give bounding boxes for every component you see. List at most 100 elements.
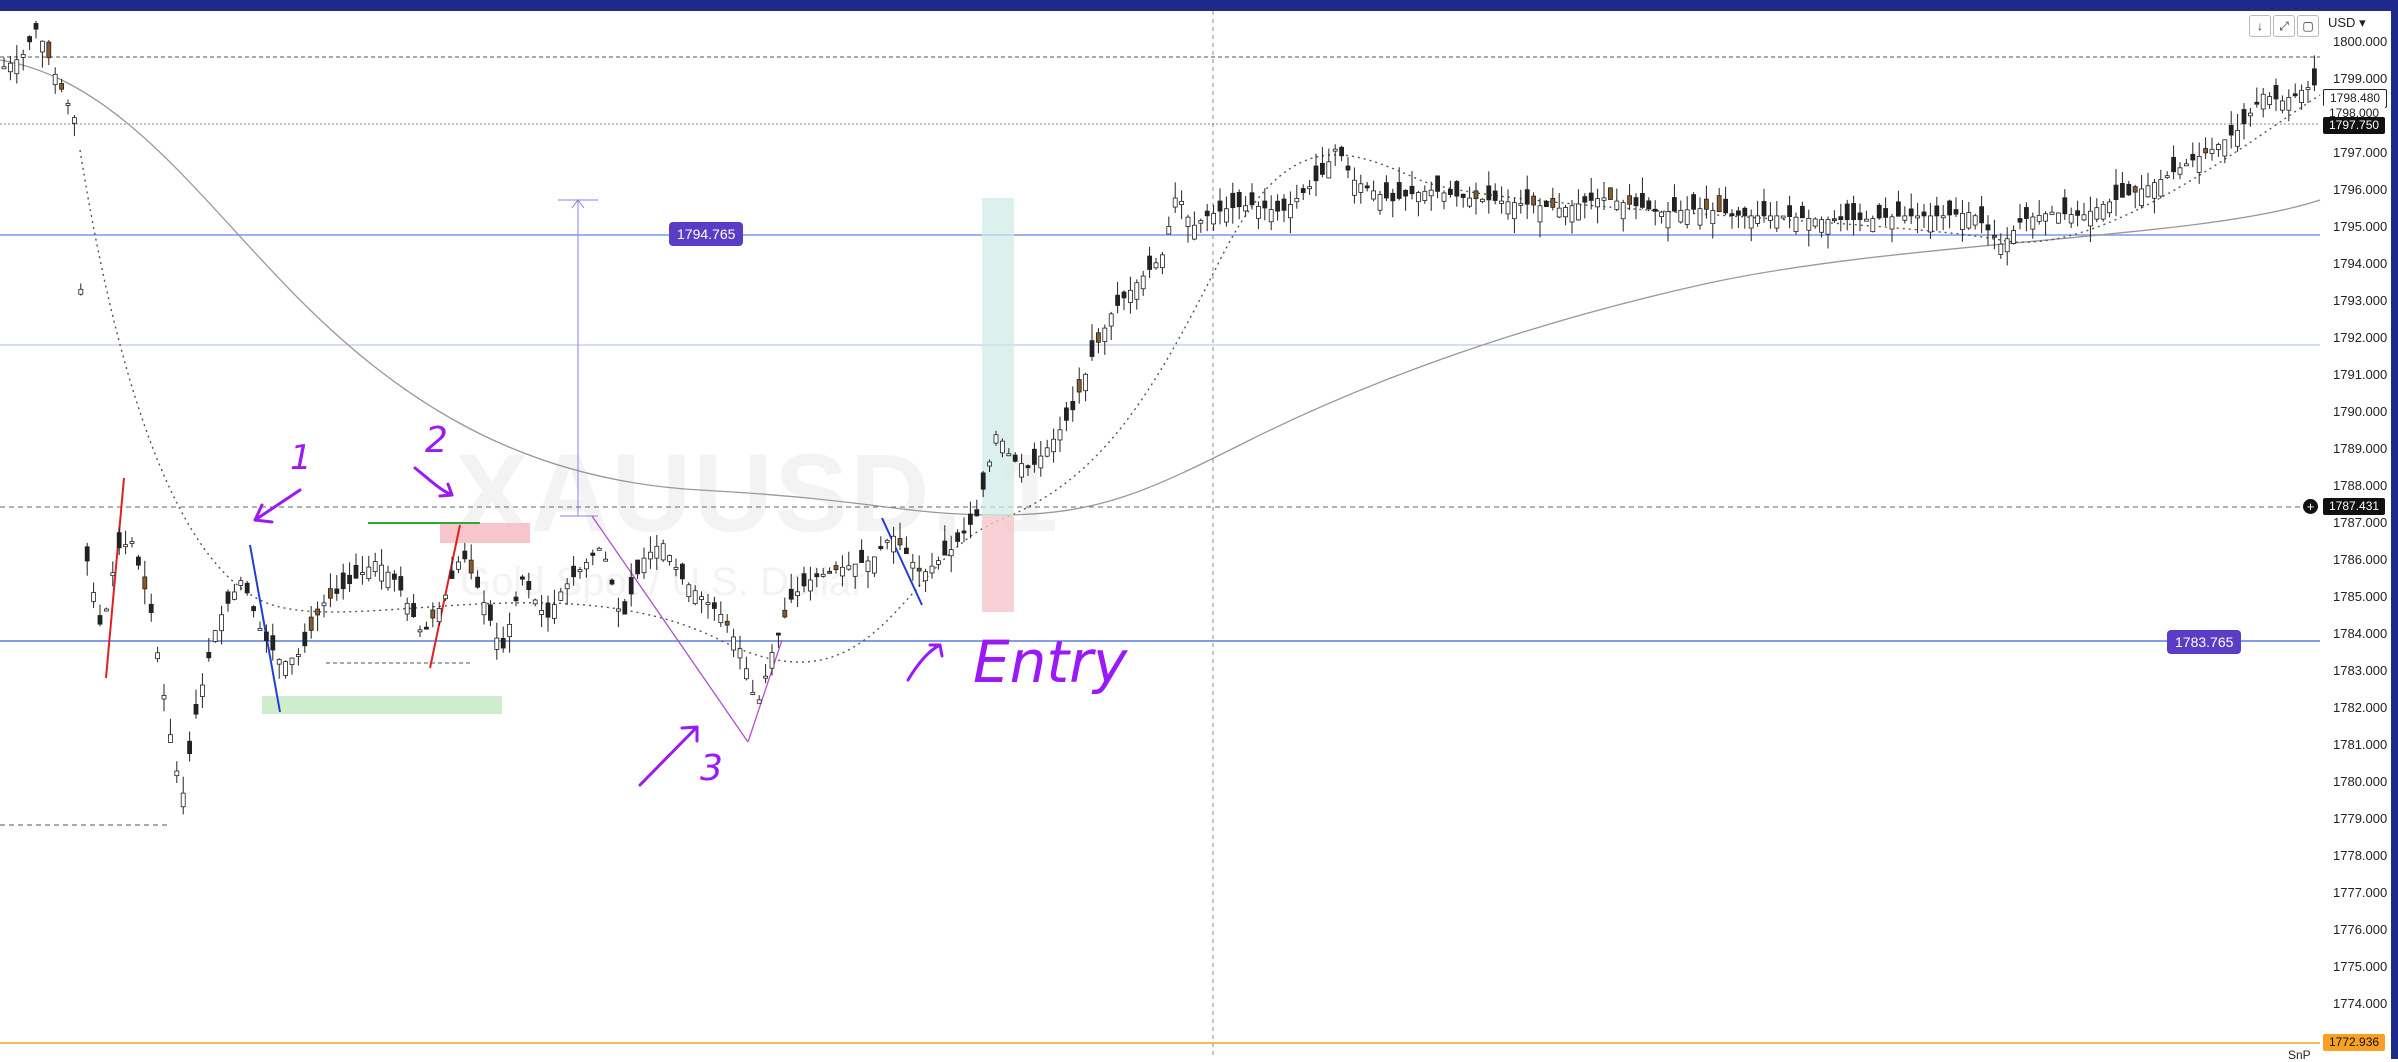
candle-body <box>1403 189 1408 197</box>
candle-body <box>167 734 173 743</box>
candle-body <box>289 657 295 665</box>
candle-body <box>795 591 800 597</box>
candle-body <box>443 594 449 600</box>
candle-body <box>558 591 564 601</box>
price-axis-label: 1790.000 <box>2333 404 2387 419</box>
candle-body <box>769 652 775 669</box>
candle-body <box>539 610 544 615</box>
candle-body <box>2273 85 2279 100</box>
candle-body <box>1230 192 1236 209</box>
candle-body <box>1454 181 1460 197</box>
candle-body <box>692 590 698 605</box>
candle-body <box>827 570 832 574</box>
candle-body <box>2267 96 2273 105</box>
candle-body <box>1531 195 1536 206</box>
candle-body <box>609 579 615 585</box>
candle-body <box>449 570 455 579</box>
candle-body <box>1947 200 1952 216</box>
candle-body <box>942 540 948 556</box>
candle-body <box>347 574 353 585</box>
candle-body <box>1505 201 1511 215</box>
candle-body <box>14 59 20 75</box>
fullscreen-icon[interactable]: ⤢ <box>2273 15 2295 37</box>
candle-body <box>46 41 52 59</box>
candle-body <box>2132 186 2138 193</box>
candle-body <box>814 573 820 578</box>
candle-body <box>1819 219 1824 233</box>
trend-line-down <box>591 515 749 743</box>
candle-body <box>2036 214 2042 222</box>
candle-body <box>257 628 263 631</box>
candle-body <box>72 117 77 124</box>
candle-body <box>1185 216 1191 227</box>
candle-body <box>244 582 250 594</box>
candle-body <box>148 603 154 613</box>
price-axis-label: 1785.000 <box>2333 589 2387 604</box>
candle-body <box>1492 190 1498 201</box>
candle-body <box>404 602 410 615</box>
candle-body <box>712 602 717 609</box>
candle-body <box>123 544 128 548</box>
candle-body <box>1985 224 1991 231</box>
screenshot-icon[interactable]: ▢ <box>2297 15 2319 37</box>
price-axis-label: 1793.000 <box>2333 293 2387 308</box>
candle-body <box>1012 454 1018 462</box>
candle-body <box>1160 254 1165 268</box>
candle-body <box>2228 125 2234 136</box>
candle-body <box>308 616 314 631</box>
price-axis-label: 1777.000 <box>2333 885 2387 900</box>
candle-body <box>180 792 186 808</box>
candle-body <box>481 602 487 616</box>
candle-body <box>2164 175 2170 179</box>
candle-body <box>603 558 608 562</box>
candle-body <box>1153 262 1159 269</box>
candle-body <box>2024 207 2029 219</box>
candle-body <box>398 576 404 591</box>
candle-body <box>2196 156 2202 173</box>
candle-body <box>1876 204 1882 219</box>
candle-body <box>1499 200 1504 204</box>
candle-body <box>1115 294 1120 306</box>
candle-body <box>283 661 289 676</box>
candle-body <box>1057 429 1063 441</box>
candle-body <box>1192 224 1197 240</box>
candle-body <box>1844 203 1850 221</box>
candle-body <box>654 545 660 559</box>
candle-body <box>1217 200 1223 212</box>
candle-body <box>929 565 935 574</box>
candle-body <box>1601 197 1607 201</box>
candle-body <box>187 740 193 755</box>
candle-body <box>1460 193 1466 198</box>
candle-body <box>110 572 116 577</box>
candle-body <box>2260 93 2266 110</box>
candle-body <box>270 635 276 651</box>
candle-body <box>1134 282 1140 300</box>
currency-select[interactable]: USD ▾ <box>2328 15 2366 30</box>
candle-body <box>52 73 58 86</box>
candle-body <box>1 66 7 70</box>
candle-body <box>1211 213 1216 225</box>
candle-body <box>1179 200 1184 205</box>
candle-body <box>955 532 960 542</box>
candle-body <box>1998 243 2004 255</box>
candle-body <box>1512 202 1517 220</box>
candle-body <box>2235 129 2241 147</box>
candle-body <box>1787 205 1792 218</box>
candle-body <box>1108 313 1114 327</box>
candle-body <box>961 530 967 534</box>
candle-body <box>1806 217 1812 231</box>
candle-body <box>590 552 596 556</box>
candle-body <box>2087 210 2093 227</box>
candle-body <box>1416 192 1421 203</box>
crosshair-plus-icon[interactable]: + <box>2303 499 2318 514</box>
candle-body <box>2094 207 2100 220</box>
price-axis-label: 1778.000 <box>2333 848 2387 863</box>
moving-average-slow <box>0 59 2321 516</box>
candle-body <box>379 564 385 582</box>
candle-body <box>251 606 257 612</box>
download-icon[interactable]: ↓ <box>2249 15 2271 37</box>
candle-body <box>411 603 417 617</box>
candle-body <box>968 513 973 525</box>
price-axis-label: 1779.000 <box>2333 811 2387 826</box>
